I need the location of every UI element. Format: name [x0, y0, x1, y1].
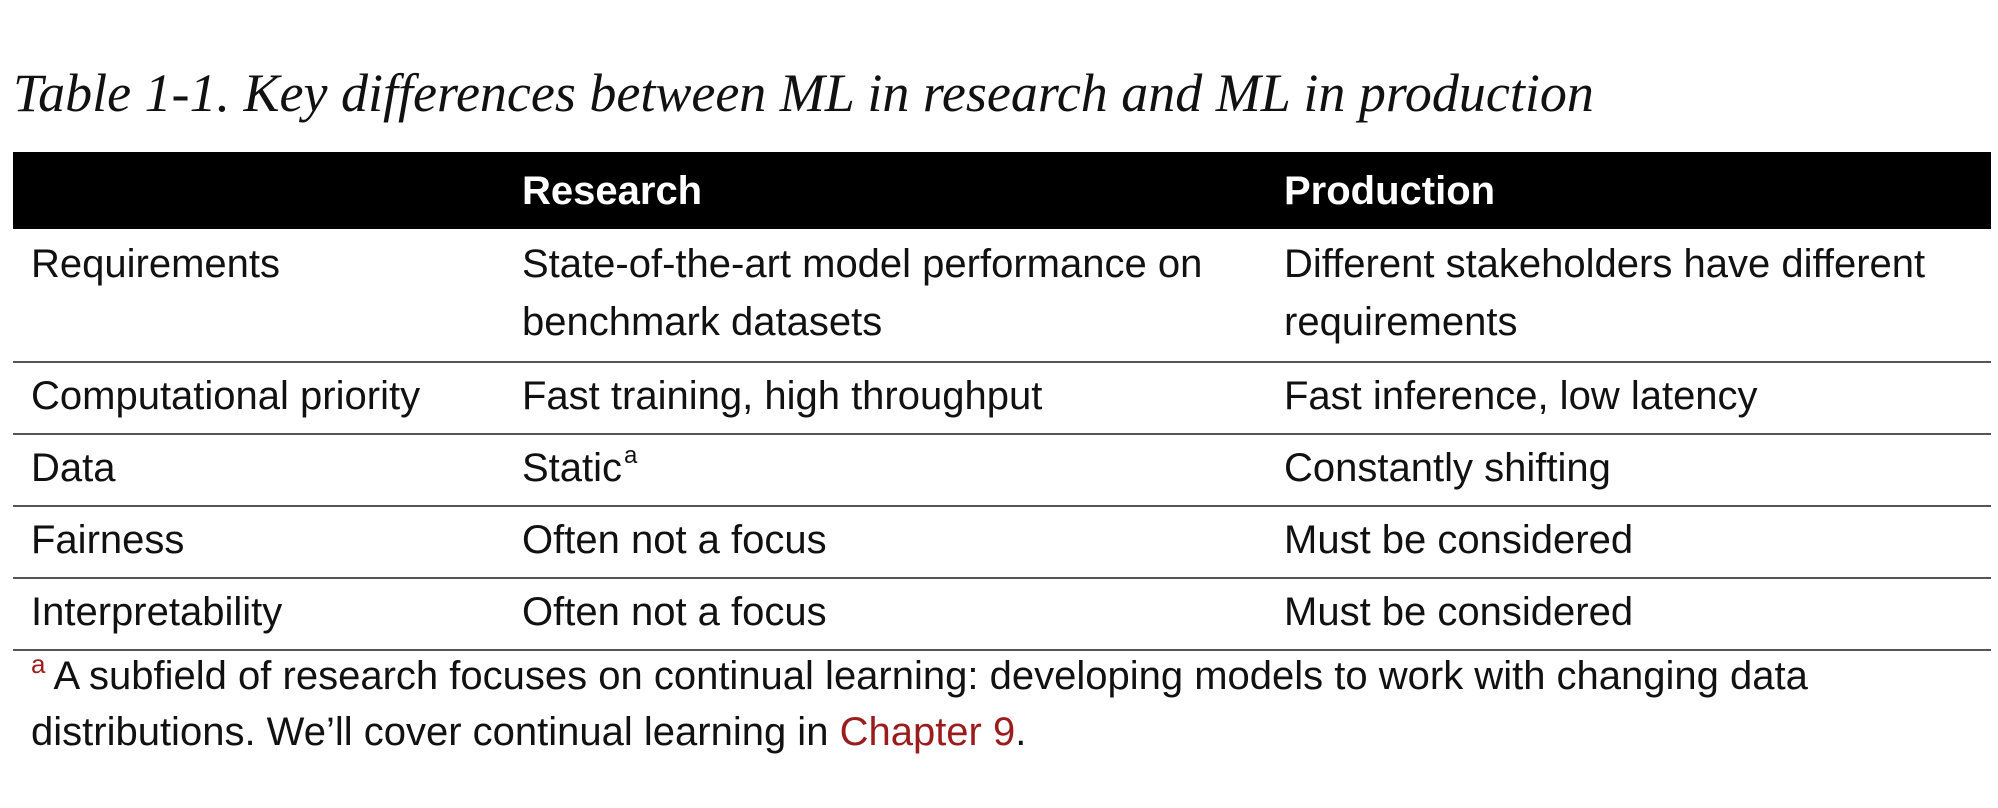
header-cell-empty [13, 152, 504, 229]
table-row: Requirements State-of-the-art model perf… [13, 229, 1991, 363]
row-label: Interpretability [13, 578, 504, 651]
header-cell-production: Production [1284, 168, 1496, 213]
research-cell: Statica [504, 434, 1266, 507]
table-body: Requirements State-of-the-art model perf… [13, 229, 1991, 651]
row-label: Data [13, 434, 504, 507]
table-row: Interpretability Often not a focus Must … [13, 578, 1991, 651]
header-cell-research: Research [522, 168, 703, 213]
research-cell: Often not a focus [504, 506, 1266, 579]
table-row: Fairness Often not a focus Must be consi… [13, 506, 1991, 579]
footnote-suffix: . [1015, 710, 1027, 754]
row-label: Computational priority [13, 362, 504, 435]
research-cell: Often not a focus [504, 578, 1266, 651]
production-cell: Different stakeholders have different re… [1266, 229, 1991, 363]
footnote-marker[interactable]: a [624, 442, 638, 469]
production-cell: Fast inference, low latency [1266, 362, 1991, 435]
production-cell: Must be considered [1266, 578, 1991, 651]
row-label: Fairness [13, 506, 504, 579]
production-cell: Must be considered [1266, 506, 1991, 579]
table-header: Research Production [13, 152, 1991, 229]
row-label: Requirements [13, 229, 504, 363]
footnote-text: A subfield of research focuses on contin… [31, 654, 1808, 754]
production-cell: Constantly shifting [1266, 434, 1991, 507]
research-cell: Fast training, high throughput [504, 362, 1266, 435]
research-cell-text: Static [522, 446, 623, 490]
table-caption: Table 1-1. Key differences between ML in… [13, 63, 1594, 123]
research-cell: State-of-the-art model performance on be… [504, 229, 1266, 363]
header-row: Research Production [13, 152, 1991, 229]
table-row: Data Statica Constantly shifting [13, 434, 1991, 507]
table-row: Computational priority Fast training, hi… [13, 362, 1991, 435]
comparison-table: Research Production Requirements State-o… [13, 152, 1991, 651]
chapter-link[interactable]: Chapter 9 [839, 710, 1016, 754]
footnote-marker[interactable]: a [31, 649, 46, 679]
